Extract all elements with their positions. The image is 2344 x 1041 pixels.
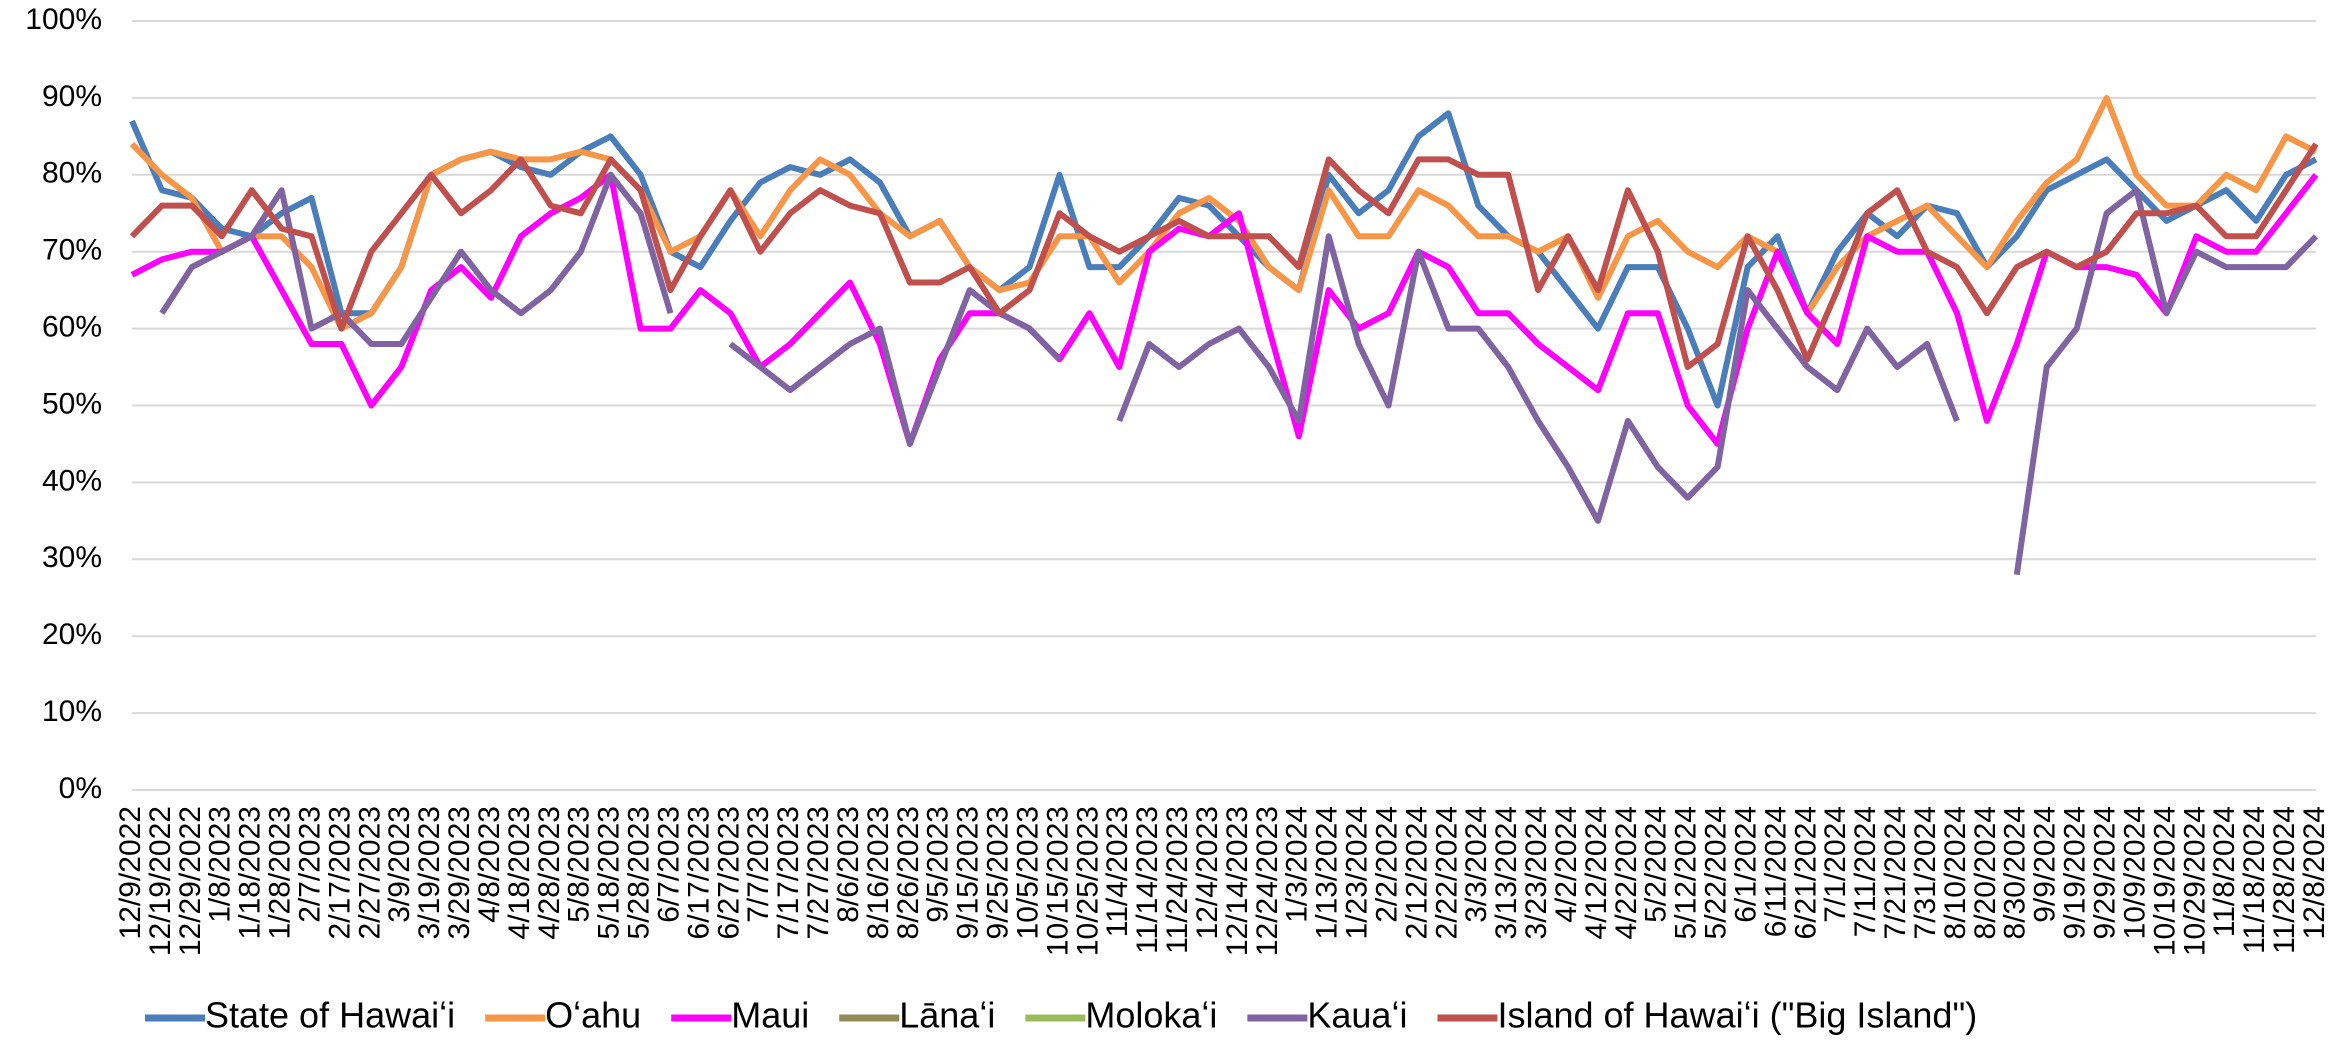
y-tick-label: 100%	[25, 3, 102, 36]
x-tick-label: 2/12/2024	[1400, 806, 1433, 939]
legend-label: Kauaʻi	[1307, 995, 1407, 1036]
x-tick-label: 8/10/2024	[1939, 806, 1972, 939]
x-tick-label: 12/9/2022	[114, 806, 147, 939]
x-tick-label: 10/9/2024	[2118, 806, 2151, 939]
x-tick-label: 5/8/2023	[563, 806, 596, 923]
x-tick-label: 3/29/2023	[443, 806, 476, 939]
x-tick-label: 1/8/2023	[204, 806, 237, 923]
y-tick-label: 40%	[42, 464, 102, 497]
x-tick-label: 12/29/2022	[174, 806, 207, 956]
x-tick-label: 1/18/2023	[234, 806, 267, 939]
x-tick-label: 7/7/2023	[742, 806, 775, 923]
y-tick-label: 50%	[42, 387, 102, 420]
x-tick-label: 7/31/2024	[1909, 806, 1942, 939]
x-tick-label: 5/12/2024	[1670, 806, 1703, 939]
x-tick-label: 1/3/2024	[1281, 806, 1314, 923]
x-tick-label: 8/6/2023	[832, 806, 865, 923]
x-tick-label: 7/27/2023	[802, 806, 835, 939]
x-tick-label: 3/19/2023	[413, 806, 446, 939]
x-tick-label: 11/4/2023	[1101, 806, 1134, 937]
legend-label: Oʻahu	[545, 995, 641, 1036]
legend-label: State of Hawaiʻi	[205, 995, 455, 1036]
x-tick-label: 6/7/2023	[652, 806, 685, 923]
x-tick-label: 4/2/2024	[1550, 806, 1583, 923]
x-tick-label: 12/24/2023	[1251, 806, 1284, 956]
x-tick-label: 6/1/2024	[1729, 806, 1762, 923]
x-tick-label: 7/21/2024	[1879, 806, 1912, 939]
series-line	[130, 171, 2319, 447]
x-tick-label: 9/25/2023	[982, 806, 1015, 939]
x-tick-label: 9/9/2024	[2029, 806, 2062, 923]
x-tick-label: 5/28/2023	[623, 806, 656, 939]
x-tick-label: 7/17/2023	[772, 806, 805, 939]
x-tick-label: 3/3/2024	[1460, 806, 1493, 923]
x-tick-label: 3/23/2024	[1520, 806, 1553, 939]
x-tick-label: 12/14/2023	[1221, 806, 1254, 956]
x-tick-label: 7/11/2024	[1849, 806, 1882, 937]
y-tick-label: 90%	[42, 80, 102, 113]
x-tick-label: 10/15/2023	[1041, 806, 1074, 956]
x-tick-label: 11/8/2024	[2208, 806, 2241, 937]
y-tick-label: 10%	[42, 695, 102, 728]
x-tick-label: 8/20/2024	[1969, 806, 2002, 939]
legend-label: Lānaʻi	[899, 995, 995, 1036]
series-line	[129, 94, 2318, 332]
x-tick-label: 3/13/2024	[1490, 806, 1523, 939]
y-tick-label: 60%	[42, 311, 102, 344]
x-tick-label: 6/21/2024	[1789, 806, 1822, 939]
x-tick-label: 9/15/2023	[952, 806, 985, 939]
x-tick-label: 12/4/2023	[1191, 806, 1224, 939]
x-tick-label: 8/30/2024	[1999, 806, 2032, 939]
x-tick-label: 4/12/2024	[1580, 806, 1613, 939]
x-tick-label: 9/5/2023	[922, 806, 955, 923]
x-tick-label: 1/23/2024	[1341, 806, 1374, 939]
x-tick-label: 6/27/2023	[712, 806, 745, 939]
y-tick-label: 0%	[59, 772, 102, 805]
y-tick-label: 70%	[42, 234, 102, 267]
x-tick-label: 9/19/2024	[2059, 806, 2092, 939]
x-tick-label: 2/22/2024	[1430, 806, 1463, 939]
x-tick-label: 10/5/2023	[1011, 806, 1044, 939]
x-tick-label: 10/29/2024	[2178, 806, 2211, 956]
x-tick-label: 10/25/2023	[1071, 806, 1104, 956]
x-tick-label: 2/27/2023	[353, 806, 386, 939]
legend-label: Maui	[731, 995, 809, 1036]
x-tick-label: 4/22/2024	[1610, 806, 1643, 939]
legend-label: Island of Hawaiʻi ("Big Island")	[1497, 995, 1977, 1036]
x-tick-label: 11/14/2023	[1131, 806, 1164, 954]
x-tick-label: 11/24/2023	[1161, 806, 1194, 954]
x-tick-label: 11/28/2024	[2268, 806, 2301, 954]
x-tick-label: 2/2/2024	[1370, 806, 1403, 923]
x-tick-label: 5/2/2024	[1640, 806, 1673, 923]
y-tick-label: 30%	[42, 541, 102, 574]
x-tick-label: 2/7/2023	[293, 806, 326, 923]
x-tick-label: 5/22/2024	[1700, 806, 1733, 939]
x-tick-label: 12/8/2024	[2298, 806, 2331, 939]
x-tick-label: 7/1/2024	[1819, 806, 1852, 923]
x-tick-label: 12/19/2022	[144, 806, 177, 956]
x-tick-label: 5/18/2023	[593, 806, 626, 939]
y-tick-label: 20%	[42, 618, 102, 651]
x-tick-label: 1/13/2024	[1311, 806, 1344, 939]
x-tick-label: 6/11/2024	[1759, 806, 1792, 937]
x-tick-label: 11/18/2024	[2238, 806, 2271, 954]
x-tick-label: 10/19/2024	[2148, 806, 2181, 956]
x-tick-label: 4/8/2023	[473, 806, 506, 923]
x-tick-label: 8/26/2023	[892, 806, 925, 939]
series-line	[159, 171, 2319, 576]
y-tick-label: 80%	[42, 157, 102, 190]
x-tick-label: 4/18/2023	[503, 806, 536, 939]
x-tick-label: 9/29/2024	[2088, 806, 2121, 939]
x-tick-label: 8/16/2023	[862, 806, 895, 939]
x-tick-label: 4/28/2023	[533, 806, 566, 939]
legend-label: Molokaʻi	[1085, 995, 1217, 1036]
x-tick-label: 3/9/2023	[383, 806, 416, 923]
series-line	[129, 142, 2319, 370]
x-tick-label: 2/17/2023	[323, 806, 356, 939]
x-tick-label: 6/17/2023	[682, 806, 715, 939]
x-tick-label: 1/28/2023	[264, 806, 297, 939]
